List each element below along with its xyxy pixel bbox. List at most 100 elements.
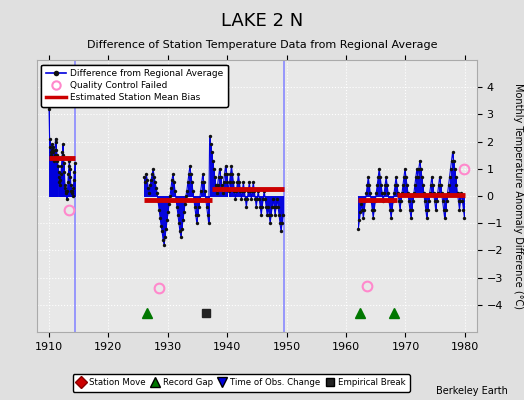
Point xyxy=(231,196,239,202)
Point xyxy=(247,196,256,202)
Point xyxy=(160,242,168,248)
Point xyxy=(210,166,218,172)
Point xyxy=(409,198,417,205)
Point xyxy=(50,152,59,158)
Point xyxy=(211,174,219,180)
Point xyxy=(453,190,462,196)
Point xyxy=(360,206,368,213)
Point xyxy=(236,187,245,194)
Point xyxy=(362,190,370,196)
Point xyxy=(230,179,238,186)
Point xyxy=(64,179,72,186)
Point xyxy=(435,174,444,180)
Point xyxy=(203,212,212,218)
Point xyxy=(403,182,411,188)
Point xyxy=(49,149,57,156)
Point xyxy=(429,182,437,188)
Point xyxy=(447,158,456,164)
Point xyxy=(363,182,372,188)
Point xyxy=(427,182,435,188)
Point xyxy=(165,201,173,207)
Point xyxy=(260,187,268,194)
Point xyxy=(214,174,223,180)
Point xyxy=(459,206,467,213)
Point xyxy=(52,146,61,153)
Point xyxy=(455,206,464,213)
Point xyxy=(56,182,64,188)
Text: Difference of Station Temperature Data from Regional Average: Difference of Station Temperature Data f… xyxy=(87,40,437,50)
Point xyxy=(268,204,276,210)
Point xyxy=(386,206,394,213)
Point xyxy=(277,228,285,234)
Point xyxy=(358,206,366,213)
Point xyxy=(63,196,71,202)
Point xyxy=(243,196,252,202)
Point xyxy=(215,166,224,172)
Point xyxy=(46,136,54,142)
Point xyxy=(252,204,260,210)
Y-axis label: Monthly Temperature Anomaly Difference (°C): Monthly Temperature Anomaly Difference (… xyxy=(512,83,522,309)
Point xyxy=(62,187,70,194)
Point xyxy=(242,204,250,210)
Point xyxy=(255,196,264,202)
Point xyxy=(69,185,78,191)
Point xyxy=(220,179,228,186)
Point xyxy=(422,206,430,213)
Point xyxy=(216,174,225,180)
Point xyxy=(64,171,73,178)
Point xyxy=(191,204,199,210)
Point xyxy=(202,204,211,210)
Point xyxy=(58,155,66,161)
Point xyxy=(159,236,167,243)
Point xyxy=(164,209,172,216)
Point xyxy=(261,196,269,202)
Point xyxy=(189,187,197,194)
Point xyxy=(398,190,406,196)
Point xyxy=(393,182,401,188)
Point xyxy=(142,171,150,178)
Point xyxy=(59,141,67,148)
Point xyxy=(424,198,433,205)
Point xyxy=(163,217,171,224)
Point xyxy=(151,179,159,186)
Point xyxy=(232,187,241,194)
Point xyxy=(273,196,281,202)
Point xyxy=(219,190,227,196)
Point xyxy=(173,204,181,210)
Point xyxy=(167,185,175,191)
Point xyxy=(420,190,428,196)
Point xyxy=(371,198,379,205)
Point xyxy=(248,187,256,194)
Point xyxy=(168,176,176,183)
Point xyxy=(369,214,377,221)
Point xyxy=(146,182,155,188)
Point xyxy=(181,201,189,207)
Point xyxy=(253,196,261,202)
Point xyxy=(441,206,450,213)
Point xyxy=(450,158,458,164)
Point xyxy=(185,163,194,169)
Point xyxy=(55,174,63,180)
Point xyxy=(410,190,418,196)
Point xyxy=(195,196,204,202)
Point xyxy=(355,217,364,224)
Point xyxy=(425,190,434,196)
Point xyxy=(394,190,402,196)
Point xyxy=(152,185,160,191)
Point xyxy=(211,182,220,188)
Point xyxy=(264,204,272,210)
Point xyxy=(212,190,221,196)
Point xyxy=(430,190,438,196)
Point xyxy=(402,174,410,180)
Point xyxy=(438,190,446,196)
Point xyxy=(68,187,77,194)
Point xyxy=(395,198,403,205)
Point xyxy=(452,182,461,188)
Point xyxy=(265,212,274,218)
Point xyxy=(274,204,282,210)
Point xyxy=(275,212,283,218)
Point xyxy=(54,168,63,175)
Point xyxy=(443,190,452,196)
Point xyxy=(183,187,191,194)
Point xyxy=(432,198,441,205)
